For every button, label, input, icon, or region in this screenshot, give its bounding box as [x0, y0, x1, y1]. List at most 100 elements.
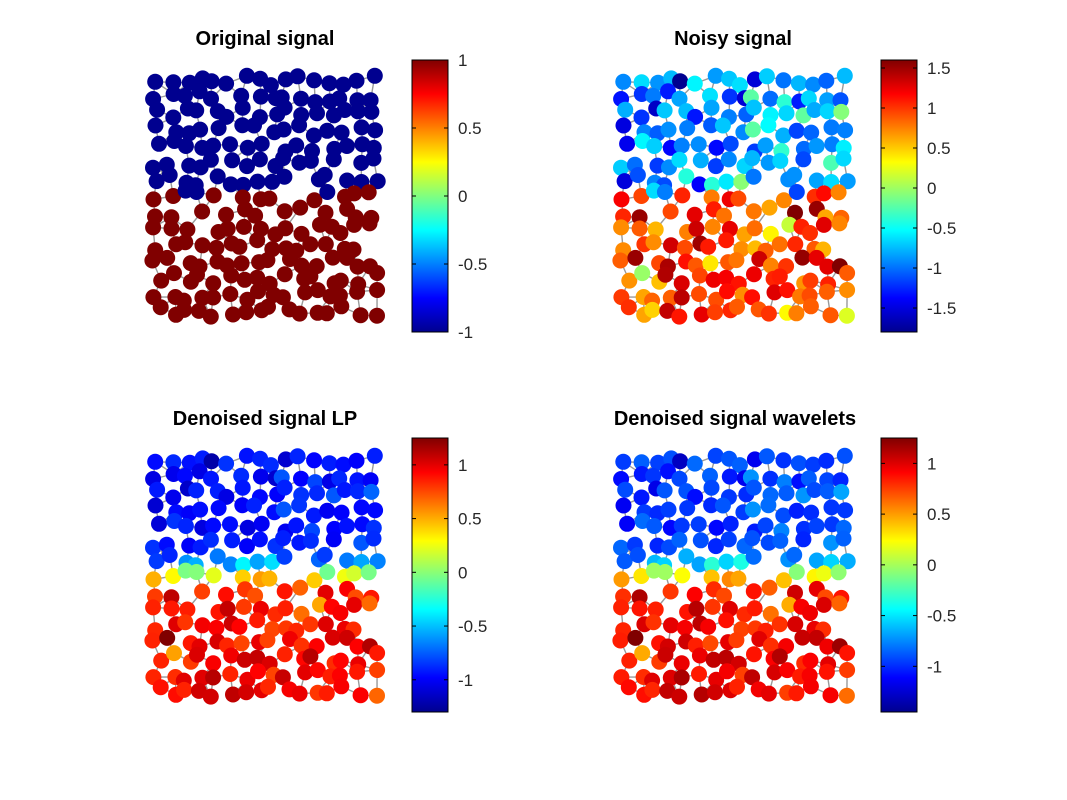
graph-node: [656, 482, 673, 499]
colorbar-tick-label: 0.5: [458, 510, 482, 529]
graph-node: [218, 75, 235, 92]
graph-node: [775, 572, 792, 589]
graph-node: [808, 138, 825, 154]
graph-node: [730, 570, 747, 587]
graph-node: [208, 239, 225, 256]
graph-node: [645, 614, 662, 631]
graph-node: [731, 77, 748, 94]
graph-node: [788, 502, 805, 519]
graph-node: [722, 135, 739, 152]
graph-node: [259, 252, 276, 269]
graph-node: [703, 479, 720, 496]
graph-node: [702, 635, 719, 652]
graph-node: [145, 599, 162, 616]
graph-node: [779, 662, 796, 679]
graph-node: [153, 272, 170, 289]
graph-node: [277, 220, 294, 237]
graph-node: [367, 502, 384, 519]
graph-node: [819, 258, 836, 275]
graph-node: [615, 117, 632, 134]
graph-node: [835, 530, 852, 547]
graph-node: [222, 286, 239, 302]
graph-node: [644, 301, 661, 318]
panel-denoised-wavelets: 1 0.5 0 -0.5 -1: [612, 437, 956, 713]
graph-node: [317, 236, 334, 253]
colorbar-tick-label: -0.5: [458, 255, 487, 274]
graph-node: [202, 531, 219, 548]
graph-node: [787, 584, 803, 601]
graph-node: [815, 216, 832, 233]
graph-nodes: [144, 447, 386, 705]
colorbar-tick-label: -0.5: [927, 607, 956, 626]
colorbar: [411, 59, 449, 333]
graph-node: [831, 215, 848, 232]
graph-node: [839, 282, 856, 298]
graph-node: [205, 517, 222, 534]
graph-node: [249, 553, 266, 570]
graph-node: [795, 531, 812, 548]
graph-node: [361, 215, 378, 232]
graph-node: [660, 501, 677, 518]
graph-node: [188, 482, 205, 499]
graph-node: [757, 517, 774, 534]
graph-node: [719, 663, 735, 680]
graph-node: [235, 598, 252, 615]
graph-node: [352, 307, 369, 324]
graph-node: [620, 299, 637, 316]
colorbar-tick-label: 1: [458, 51, 467, 70]
graph-node: [621, 272, 638, 289]
graph-node: [324, 629, 341, 646]
graph-node: [319, 502, 336, 519]
graph-node: [275, 121, 292, 138]
graph-node: [306, 72, 323, 89]
colorbar-tick-label: 0: [927, 179, 936, 198]
graph-node: [778, 105, 795, 122]
graph-node: [238, 67, 255, 84]
graph-node: [657, 266, 674, 283]
graph-node: [369, 307, 385, 324]
graph-nodes: [612, 447, 856, 705]
graph-node: [702, 467, 718, 484]
graph-node: [663, 617, 679, 634]
graph-node: [758, 68, 775, 85]
graph-node: [634, 645, 651, 662]
graph-node: [260, 678, 276, 695]
graph-node: [819, 103, 836, 120]
graph-node: [218, 206, 234, 223]
graph-node: [324, 249, 341, 266]
graph-node: [348, 72, 365, 89]
graph-node: [309, 105, 325, 122]
graph-node: [367, 122, 384, 139]
graph-node: [259, 632, 276, 649]
graph-node: [325, 531, 342, 548]
graph-node: [205, 289, 222, 306]
graph-node: [818, 663, 835, 680]
graph-node: [306, 192, 323, 209]
graph-node: [369, 662, 386, 678]
graph-node: [152, 679, 169, 696]
graph-node: [231, 618, 248, 635]
graph-node: [349, 483, 366, 500]
graph-node: [616, 173, 633, 190]
colorbar-tick-label: -1: [458, 671, 473, 690]
graph-node: [775, 127, 792, 144]
graph-node: [788, 305, 805, 322]
graph-node: [700, 238, 717, 255]
graph-node: [225, 306, 241, 323]
graph-node: [145, 191, 162, 208]
graph-node: [657, 646, 674, 663]
graph-node: [177, 138, 194, 154]
graph-node: [823, 119, 840, 136]
graph-node: [317, 204, 334, 221]
panel-original: 1 0.5 0 -0.5 -1: [144, 51, 487, 342]
graph-node: [149, 481, 166, 498]
graph-node: [239, 519, 256, 536]
graph-node: [708, 671, 725, 688]
graph-node: [234, 99, 251, 116]
graph-node: [188, 564, 205, 580]
graph-node: [360, 564, 377, 581]
graph-node: [225, 686, 241, 703]
graph-node: [771, 616, 788, 633]
graph-node: [246, 497, 262, 514]
graph-node: [808, 518, 825, 534]
